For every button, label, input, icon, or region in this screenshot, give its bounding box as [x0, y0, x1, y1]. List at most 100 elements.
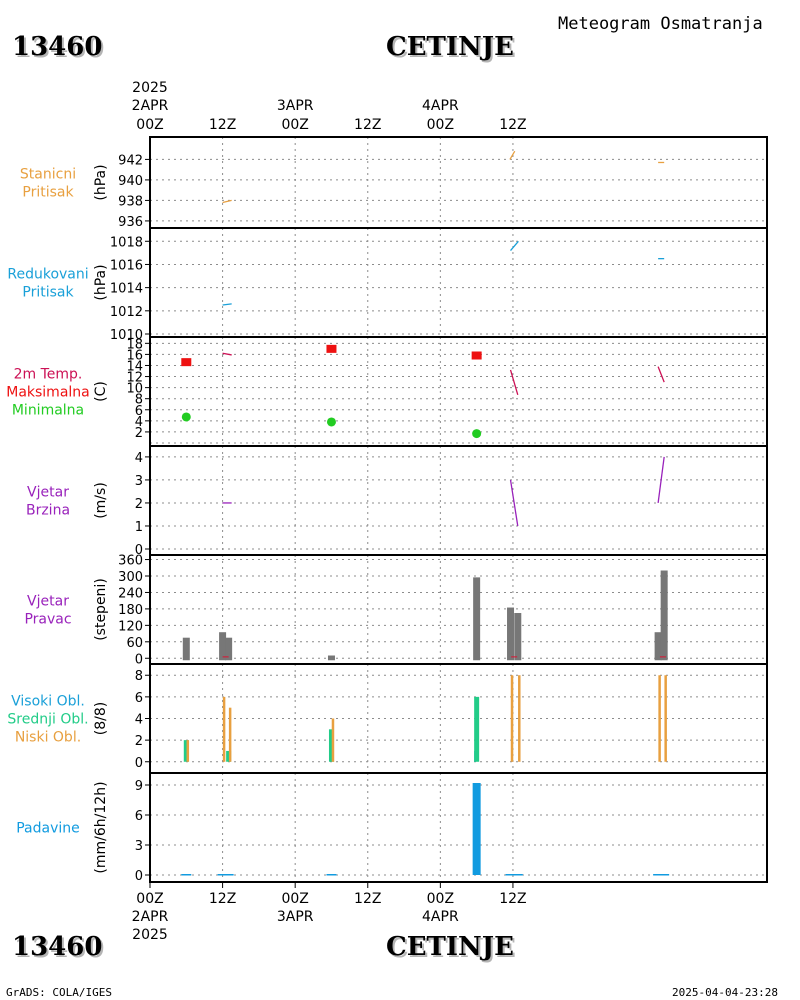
panel-frame: [149, 227, 768, 338]
cloud-bar: [510, 675, 514, 762]
time-label-top: 00Z: [136, 117, 163, 133]
y-tick-label: 18: [126, 337, 143, 352]
y-tick-label: 120: [118, 619, 143, 634]
time-label-bottom: 12Z: [354, 891, 381, 907]
direction-bar: [654, 632, 662, 661]
y-tick-label: 6: [135, 691, 143, 706]
panel-label: Minimalna: [12, 403, 84, 419]
tmax-point: [326, 344, 337, 353]
date-label-bottom: 4APR: [422, 909, 459, 925]
cloud-bar: [183, 740, 189, 762]
direction-bar: [327, 655, 335, 661]
cloud-bar: [474, 696, 480, 762]
tmax-point: [471, 351, 482, 360]
y-tick-label: 1016: [110, 258, 143, 273]
panel-label: Padavine: [16, 821, 80, 837]
panel-label: Srednji Obl.: [7, 712, 88, 728]
direction-bar: [514, 613, 522, 661]
y-axis-label: (hPa): [93, 264, 109, 300]
precip-bar: [505, 874, 516, 876]
panel-label: Pritisak: [22, 285, 74, 301]
tmax-point: [181, 358, 192, 367]
panel-label: Vjetar: [27, 485, 69, 501]
y-tick-label: 2: [135, 426, 143, 441]
cloud-bar: [331, 718, 335, 762]
y-tick-label: 2: [135, 497, 143, 512]
panel-frame: [149, 336, 768, 447]
y-tick-label: 6: [135, 404, 143, 419]
time-label-bottom: 00Z: [136, 891, 163, 907]
precip-bar: [181, 874, 192, 876]
y-tick-label: 4: [135, 451, 143, 466]
panel-oblacnost: 0 2 4 6 8 (8/8) Visoki Obl. Srednji Obl. Niski O…: [7, 663, 768, 774]
tmin-point: [472, 429, 482, 439]
y-axis-label: (hPa): [93, 164, 109, 200]
cloud-bar: [518, 675, 521, 762]
data-line: [222, 303, 232, 306]
y-tick-label: 0: [135, 543, 143, 558]
time-label-bottom: 12Z: [209, 891, 236, 907]
station-id-bottom: 13460: [12, 932, 103, 962]
data-line: [657, 366, 665, 383]
y-tick-label: 3: [135, 474, 143, 489]
y-tick-label: 4: [135, 415, 143, 430]
direction-bar: [219, 632, 227, 661]
y-axis-label: (mm/6h/12h): [93, 781, 109, 873]
y-tick-label: 3: [135, 839, 143, 854]
y-tick-label: 1010: [110, 328, 143, 343]
y-tick-label: 938: [118, 194, 143, 209]
time-label-bottom: 00Z: [281, 891, 308, 907]
cloud-bar: [226, 750, 232, 762]
direction-bar: [225, 637, 233, 661]
cloud-bar: [664, 675, 667, 762]
y-tick-label: 1012: [110, 305, 143, 320]
y-tick-label: 16: [126, 348, 143, 363]
y-tick-label: 14: [126, 359, 143, 374]
panel-frame: [149, 663, 768, 774]
date-label-top: 2APR: [132, 98, 169, 114]
y-axis-label: (8/8): [93, 702, 109, 735]
panel-label: Brzina: [26, 503, 70, 519]
date-label-top: 3APR: [277, 98, 314, 114]
y-tick-label: 8: [135, 393, 143, 408]
panel-frame: [149, 772, 768, 883]
cloud-bar: [228, 707, 232, 762]
cloud-bar: [658, 675, 661, 762]
y-tick-label: 60: [126, 636, 143, 651]
time-axis-bottom: 00Z 2APR 12Z 00Z 3APR 12Z 00Z 4APR 12Z 2025: [132, 882, 527, 943]
y-tick-label: 0: [135, 869, 143, 884]
station-name-bottom: CETINJE: [386, 932, 514, 962]
cloud-bar: [222, 696, 226, 762]
precip-bar: [326, 874, 337, 876]
time-axis-top: 00Z 2APR 12Z 00Z 3APR 12Z 00Z 4APR 12Z 2025: [132, 80, 527, 133]
panel-label: Pritisak: [22, 185, 74, 201]
y-tick-label: 2: [135, 734, 143, 749]
data-line: [222, 199, 232, 204]
y-axis-label: (stepeni): [93, 578, 109, 641]
cloud-bar: [328, 729, 334, 762]
data-line: [657, 456, 665, 504]
cloud-bar: [186, 740, 190, 762]
panel-label: Redukovani: [7, 267, 88, 283]
panel-label: Visoki Obl.: [11, 694, 85, 710]
precip-bar: [512, 874, 523, 876]
panel-frame: [149, 136, 768, 229]
footer-timestamp: 2025-04-04-23:28: [672, 986, 778, 999]
year-label-bottom: 2025: [132, 927, 168, 943]
panel-label: Niski Obl.: [15, 730, 81, 746]
panel-redukovani_pritisak: 1010 1012 1014 1016 1018(hPa) Redukovani Priti…: [7, 227, 768, 343]
y-axis-label: (C): [93, 381, 109, 402]
precip-bar: [653, 874, 664, 876]
time-label-top: 00Z: [281, 117, 308, 133]
chart-title: Meteogram Osmatranja: [558, 14, 763, 34]
data-line: [510, 240, 519, 251]
time-label-bottom: 00Z: [427, 891, 454, 907]
y-tick-label: 8: [135, 669, 143, 684]
y-tick-label: 360: [118, 554, 143, 569]
panel-label: Pravac: [24, 612, 71, 628]
time-label-top: 12Z: [209, 117, 236, 133]
time-label-bottom: 12Z: [499, 891, 526, 907]
panel-label: Maksimalna: [6, 385, 90, 401]
direction-bar: [182, 637, 190, 661]
